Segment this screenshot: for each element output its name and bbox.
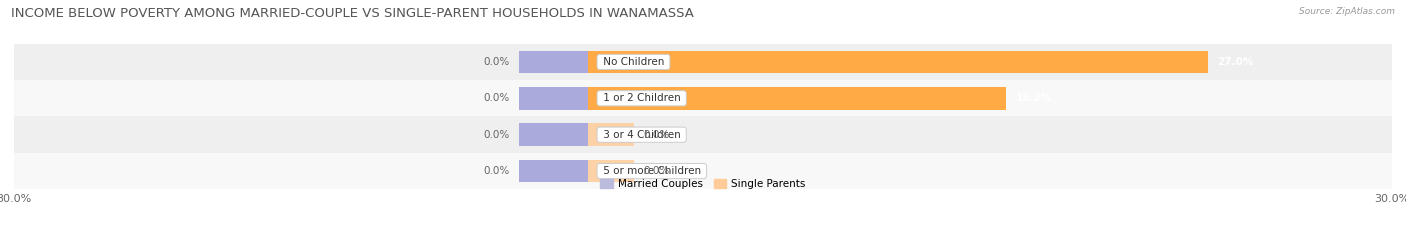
Bar: [14, 80, 1392, 116]
Bar: [588, 87, 1007, 110]
Bar: [519, 87, 588, 110]
Text: 0.0%: 0.0%: [484, 130, 510, 140]
Text: 27.0%: 27.0%: [1218, 57, 1254, 67]
Bar: [14, 44, 1392, 80]
Bar: [14, 153, 1392, 189]
Text: 0.0%: 0.0%: [484, 166, 510, 176]
Bar: [519, 160, 588, 182]
Legend: Married Couples, Single Parents: Married Couples, Single Parents: [596, 175, 810, 193]
Bar: [14, 116, 1392, 153]
Text: 18.2%: 18.2%: [1015, 93, 1052, 103]
Text: INCOME BELOW POVERTY AMONG MARRIED-COUPLE VS SINGLE-PARENT HOUSEHOLDS IN WANAMAS: INCOME BELOW POVERTY AMONG MARRIED-COUPL…: [11, 7, 695, 20]
Bar: [588, 123, 634, 146]
Text: 0.0%: 0.0%: [484, 57, 510, 67]
Text: 0.0%: 0.0%: [484, 93, 510, 103]
Text: Source: ZipAtlas.com: Source: ZipAtlas.com: [1299, 7, 1395, 16]
Bar: [519, 51, 588, 73]
Bar: [588, 160, 634, 182]
Text: 3 or 4 Children: 3 or 4 Children: [599, 130, 683, 140]
Text: 0.0%: 0.0%: [644, 130, 669, 140]
Bar: [519, 123, 588, 146]
Text: 0.0%: 0.0%: [644, 166, 669, 176]
Text: No Children: No Children: [599, 57, 668, 67]
Text: 5 or more Children: 5 or more Children: [599, 166, 704, 176]
Text: 1 or 2 Children: 1 or 2 Children: [599, 93, 683, 103]
Bar: [588, 51, 1208, 73]
